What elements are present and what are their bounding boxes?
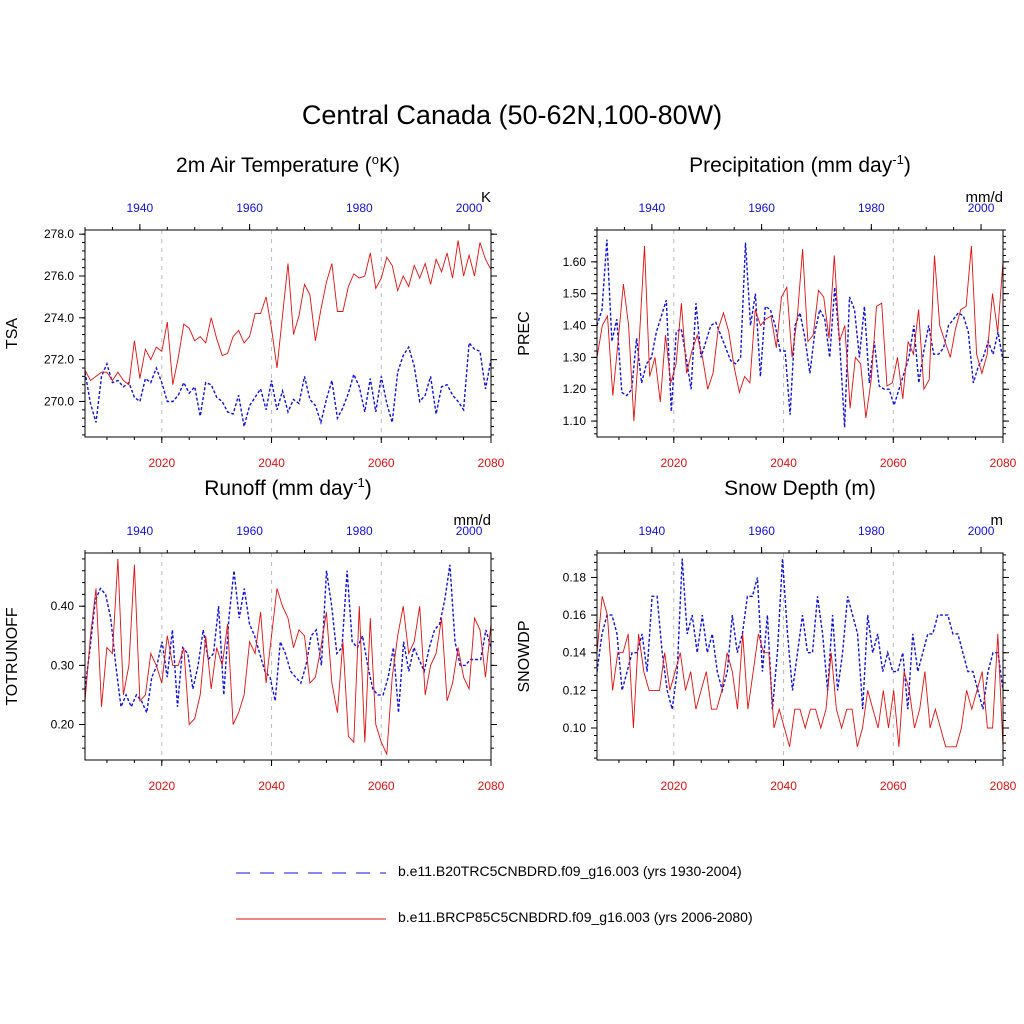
y-tick-label: 0.16 <box>563 608 587 622</box>
y-tick-label: 1.40 <box>563 319 587 333</box>
y-tick-label: 1.20 <box>563 382 587 396</box>
legend-entry-historical: b.e11.B20TRC5CNBDRD.f09_g16.003 (yrs 193… <box>236 860 856 884</box>
y-tick-label: 0.12 <box>563 683 587 697</box>
x-tick-label-top: 1960 <box>236 524 263 538</box>
plot-frame <box>84 229 492 438</box>
y-tick-label: 270.0 <box>44 394 74 408</box>
chart-panel-0: 270.0 272.0 274.0 276.0 278.0 2020 2040 2060 208… <box>4 152 505 470</box>
y-tick-label: 1.30 <box>563 350 587 364</box>
y-tick-label: 0.30 <box>51 658 75 672</box>
y-axis-label: TOTRUNOFF <box>4 607 21 706</box>
plot-frame <box>596 229 1004 438</box>
x-tick-label-bottom: 2080 <box>478 456 505 470</box>
x-tick-label-top: 2000 <box>968 524 995 538</box>
y-tick-label: 1.60 <box>563 255 587 269</box>
x-tick-label-bottom: 2060 <box>880 456 907 470</box>
x-tick-label-top: 1940 <box>639 201 666 215</box>
chart-panel-1: 1.10 1.20 1.30 1.40 1.50 1.60 2020 2040 2060 2080… <box>516 152 1017 470</box>
y-tick-label: 0.10 <box>563 721 587 735</box>
panel-title: Runoff (mm day-1) <box>204 475 372 500</box>
y-tick-label: 0.20 <box>51 718 75 732</box>
units-label: mm/d <box>966 189 1004 206</box>
series-line-historical <box>596 558 1004 710</box>
y-tick-label: 276.0 <box>44 269 74 283</box>
x-tick-label-bottom: 2060 <box>880 779 907 793</box>
units-label: K <box>481 189 491 206</box>
y-tick-label: 274.0 <box>44 311 74 325</box>
legend-entry-future: b.e11.BRCP85C5CNBDRD.f09_g16.003 (yrs 20… <box>236 906 856 930</box>
panel-title: Precipitation (mm day-1) <box>689 152 911 177</box>
x-tick-label-bottom: 2040 <box>770 456 797 470</box>
x-tick-label-bottom: 2020 <box>660 456 687 470</box>
x-tick-label-top: 2000 <box>968 201 995 215</box>
series-line-historical <box>596 239 1004 428</box>
x-tick-label-top: 2000 <box>456 524 483 538</box>
figure-title: Central Canada (50-62N,100-80W) <box>301 100 723 130</box>
panel-title-text: Runoff (mm day <box>204 477 353 500</box>
panel-title: Snow Depth (m) <box>724 477 876 500</box>
x-tick-label-bottom: 2040 <box>258 779 285 793</box>
x-tick-label-bottom: 2080 <box>990 779 1017 793</box>
series-line-historical <box>84 564 492 716</box>
x-tick-label-top: 1940 <box>639 524 666 538</box>
y-axis-label: TSA <box>4 318 21 349</box>
x-tick-label-top: 1980 <box>858 524 885 538</box>
y-tick-label: 1.10 <box>563 414 587 428</box>
y-tick-label: 0.40 <box>51 599 75 613</box>
units-label: mm/d <box>454 512 492 529</box>
x-tick-label-top: 1960 <box>236 201 263 215</box>
x-tick-label-bottom: 2040 <box>258 456 285 470</box>
panel-title-text: Snow Depth (m) <box>724 477 876 500</box>
panel-title-superscript: -1 <box>892 152 904 167</box>
chart-panel-3: 0.10 0.12 0.14 0.16 0.18 2020 2040 2060 2080 1940… <box>516 477 1017 793</box>
panel-title-suffix: ) <box>365 477 372 500</box>
legend-label-historical: b.e11.B20TRC5CNBDRD.f09_g16.003 (yrs 193… <box>398 863 742 879</box>
x-tick-label-top: 1980 <box>346 524 373 538</box>
chart-panel-2: 0.20 0.30 0.40 2020 2040 2060 2080 1940 1960 1980… <box>4 475 505 793</box>
panel-title-superscript: -1 <box>353 475 365 490</box>
legend-label-future: b.e11.BRCP85C5CNBDRD.f09_g16.003 (yrs 20… <box>398 909 753 925</box>
x-tick-label-top: 1940 <box>127 201 154 215</box>
panel-title-suffix: K) <box>379 154 400 177</box>
x-tick-label-bottom: 2020 <box>148 779 175 793</box>
series-line-future <box>596 245 1004 422</box>
x-tick-label-top: 1980 <box>858 201 885 215</box>
x-tick-label-bottom: 2080 <box>478 779 505 793</box>
x-tick-label-top: 1960 <box>748 524 775 538</box>
x-tick-label-bottom: 2080 <box>990 456 1017 470</box>
plot-frame <box>84 552 492 761</box>
x-tick-label-bottom: 2020 <box>660 779 687 793</box>
plot-frame <box>596 552 1004 761</box>
y-axis-label: SNOWDP <box>516 621 533 693</box>
y-axis-label: PREC <box>516 311 533 355</box>
series-line-future <box>84 558 492 756</box>
y-tick-label: 0.18 <box>563 570 587 584</box>
legend-line-historical <box>236 872 386 874</box>
x-tick-label-bottom: 2020 <box>148 456 175 470</box>
panel-title-text: 2m Air Temperature ( <box>176 154 372 177</box>
x-tick-label-top: 1980 <box>346 201 373 215</box>
y-tick-label: 1.50 <box>563 287 587 301</box>
panel-title-text: Precipitation (mm day <box>689 154 893 177</box>
y-tick-label: 278.0 <box>44 227 74 241</box>
series-line-future <box>84 240 492 386</box>
legend-line-future <box>236 918 386 920</box>
x-tick-label-bottom: 2060 <box>368 456 395 470</box>
series-line-future <box>596 596 1004 748</box>
panel-title-suffix: ) <box>904 154 911 177</box>
x-tick-label-bottom: 2040 <box>770 779 797 793</box>
x-tick-label-top: 1960 <box>748 201 775 215</box>
x-tick-label-top: 2000 <box>456 201 483 215</box>
y-tick-label: 272.0 <box>44 353 74 367</box>
x-tick-label-bottom: 2060 <box>368 779 395 793</box>
units-label: m <box>991 512 1004 529</box>
panel-title-superscript: o <box>372 152 379 167</box>
y-tick-label: 0.14 <box>563 646 587 660</box>
series-line-historical <box>84 341 492 427</box>
x-tick-label-top: 1940 <box>127 524 154 538</box>
panel-title: 2m Air Temperature (oK) <box>176 152 400 177</box>
